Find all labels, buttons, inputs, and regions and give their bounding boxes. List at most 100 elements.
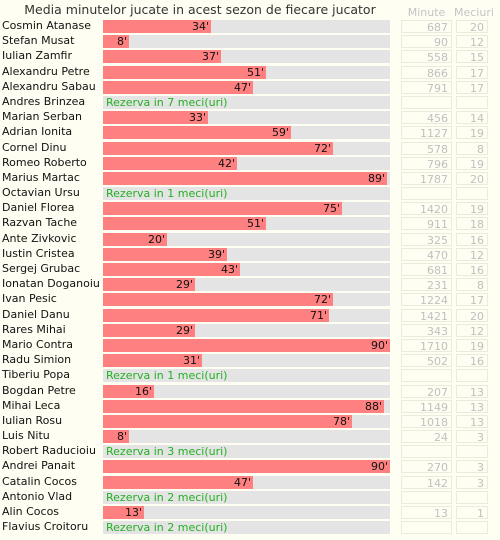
minutes-cell: 270 bbox=[401, 460, 452, 474]
bar-track: 13' bbox=[103, 506, 390, 519]
player-name: Catalin Cocos bbox=[2, 474, 77, 488]
matches-cell: 17 bbox=[456, 65, 488, 80]
player-name: Iulian Rosu bbox=[2, 413, 63, 427]
bar-value-label: 42' bbox=[217, 156, 235, 170]
player-row: Andres Brinzea Rezerva in 7 meci(uri) bbox=[0, 95, 500, 110]
matches-cell: 15 bbox=[456, 50, 488, 64]
reserve-label: Rezerva in 2 meci(uri) bbox=[106, 521, 228, 535]
player-name: Marius Martac bbox=[2, 170, 80, 184]
minutes-cell: 1149 bbox=[401, 399, 452, 414]
player-name: Luis Nitu bbox=[2, 429, 50, 443]
player-row: Iustin Cristea 39' 470 12 bbox=[0, 247, 500, 262]
matches-cell: 18 bbox=[456, 217, 488, 231]
minutes-cell: 1018 bbox=[401, 414, 452, 429]
player-row: Marian Serban 33' 456 14 bbox=[0, 110, 500, 125]
matches-cell: 13 bbox=[456, 399, 488, 414]
bar-value-label: 51' bbox=[246, 65, 264, 79]
bar bbox=[103, 126, 291, 140]
minutes-cell bbox=[401, 95, 452, 109]
bar-track: 59' bbox=[103, 126, 390, 140]
bar-track: 47' bbox=[103, 80, 390, 94]
player-name: Rares Mihai bbox=[2, 322, 66, 336]
player-row: Flavius Croitoru Rezerva in 2 meci(uri) bbox=[0, 520, 500, 535]
matches-cell bbox=[456, 95, 488, 109]
player-name: Razvan Tache bbox=[2, 216, 78, 230]
matches-cell: 19 bbox=[456, 202, 488, 216]
player-row: Alin Cocos 13' 13 1 bbox=[0, 505, 500, 520]
player-row: Mihai Leca 88' 1149 13 bbox=[0, 399, 500, 414]
chart-title: Media minutelor jucate in acest sezon de… bbox=[24, 2, 376, 17]
matches-cell: 1 bbox=[456, 506, 488, 520]
matches-cell: 13 bbox=[456, 384, 488, 399]
player-name: Iulian Zamfir bbox=[2, 49, 72, 63]
bar bbox=[103, 399, 384, 413]
player-name: Stefan Musat bbox=[2, 34, 75, 48]
player-name: Marian Serban bbox=[2, 110, 82, 124]
bar-track: 29' bbox=[103, 278, 390, 292]
bar bbox=[103, 506, 144, 519]
bar bbox=[103, 111, 208, 125]
player-name: Flavius Croitoru bbox=[2, 520, 89, 534]
bar bbox=[103, 430, 129, 444]
bar-value-label: 72' bbox=[313, 293, 331, 307]
bar-track: 78' bbox=[103, 414, 390, 428]
reserve-label: Rezerva in 2 meci(uri) bbox=[106, 490, 228, 504]
bar bbox=[103, 156, 237, 170]
bar-value-label: 59' bbox=[271, 126, 289, 140]
bar-track: 71' bbox=[103, 308, 390, 322]
bar-track: 39' bbox=[103, 247, 390, 261]
player-row: Antonio Vlad Rezerva in 2 meci(uri) bbox=[0, 490, 500, 505]
bar bbox=[103, 65, 266, 79]
player-name: Daniel Danu bbox=[2, 307, 70, 321]
bar-value-label: 34' bbox=[191, 20, 209, 33]
player-row: Ante Zivkovic 20' 325 16 bbox=[0, 232, 500, 247]
bar bbox=[103, 475, 253, 489]
matches-cell: 14 bbox=[456, 111, 488, 125]
matches-cell: 20 bbox=[456, 171, 488, 186]
player-name: Bogdan Petre bbox=[2, 383, 76, 397]
bar bbox=[103, 232, 167, 246]
bar bbox=[103, 217, 266, 231]
bar-track: 90' bbox=[103, 460, 390, 474]
bar-track: Rezerva in 7 meci(uri) bbox=[103, 95, 390, 109]
matches-cell bbox=[456, 445, 488, 459]
bar-value-label: 16' bbox=[134, 384, 152, 398]
player-row: Marius Martac 89' 1787 20 bbox=[0, 171, 500, 186]
player-name: Alin Cocos bbox=[2, 505, 60, 518]
bar-value-label: 29' bbox=[175, 278, 193, 292]
bar-value-label: 8' bbox=[116, 430, 127, 444]
bar-track: 75' bbox=[103, 202, 390, 216]
matches-cell: 3 bbox=[456, 430, 488, 444]
matches-cell bbox=[456, 490, 488, 504]
minutes-cell: 456 bbox=[401, 111, 452, 125]
player-row: Cornel Dinu 72' 578 8 bbox=[0, 141, 500, 156]
matches-cell: 12 bbox=[456, 247, 488, 262]
player-row: Ivan Pesic 72' 1224 17 bbox=[0, 292, 500, 307]
bar-value-label: 39' bbox=[207, 247, 225, 261]
player-row: Robert Raducioiu Rezerva in 3 meci(uri) bbox=[0, 444, 500, 459]
bar bbox=[103, 308, 329, 322]
matches-cell: 17 bbox=[456, 293, 488, 307]
minutes-cell: 558 bbox=[401, 50, 452, 64]
player-row: Octavian Ursu Rezerva in 1 meci(uri) bbox=[0, 186, 500, 201]
bar bbox=[103, 35, 129, 49]
player-name: Alexandru Sabau bbox=[2, 79, 96, 93]
player-name: Ante Zivkovic bbox=[2, 231, 77, 245]
minutes-cell: 325 bbox=[401, 232, 452, 247]
bar-track: 33' bbox=[103, 111, 390, 125]
bar-track: 89' bbox=[103, 171, 390, 185]
bar bbox=[103, 20, 211, 33]
minutes-cell: 1710 bbox=[401, 338, 452, 353]
player-row: Radu Simion 31' 502 16 bbox=[0, 353, 500, 368]
player-row: Stefan Musat 8' 90 12 bbox=[0, 34, 500, 49]
bar bbox=[103, 414, 352, 428]
bar-track: 51' bbox=[103, 65, 390, 79]
player-row: Alexandru Sabau 47' 791 17 bbox=[0, 80, 500, 95]
minutes-cell: 866 bbox=[401, 65, 452, 80]
player-row: Sergej Grubac 43' 681 16 bbox=[0, 262, 500, 277]
player-row: Tiberiu Popa Rezerva in 1 meci(uri) bbox=[0, 368, 500, 383]
bar-value-label: 72' bbox=[313, 141, 331, 155]
bar-value-label: 29' bbox=[175, 323, 193, 337]
matches-cell: 8 bbox=[456, 278, 488, 292]
player-row: Rares Mihai 29' 343 12 bbox=[0, 323, 500, 338]
